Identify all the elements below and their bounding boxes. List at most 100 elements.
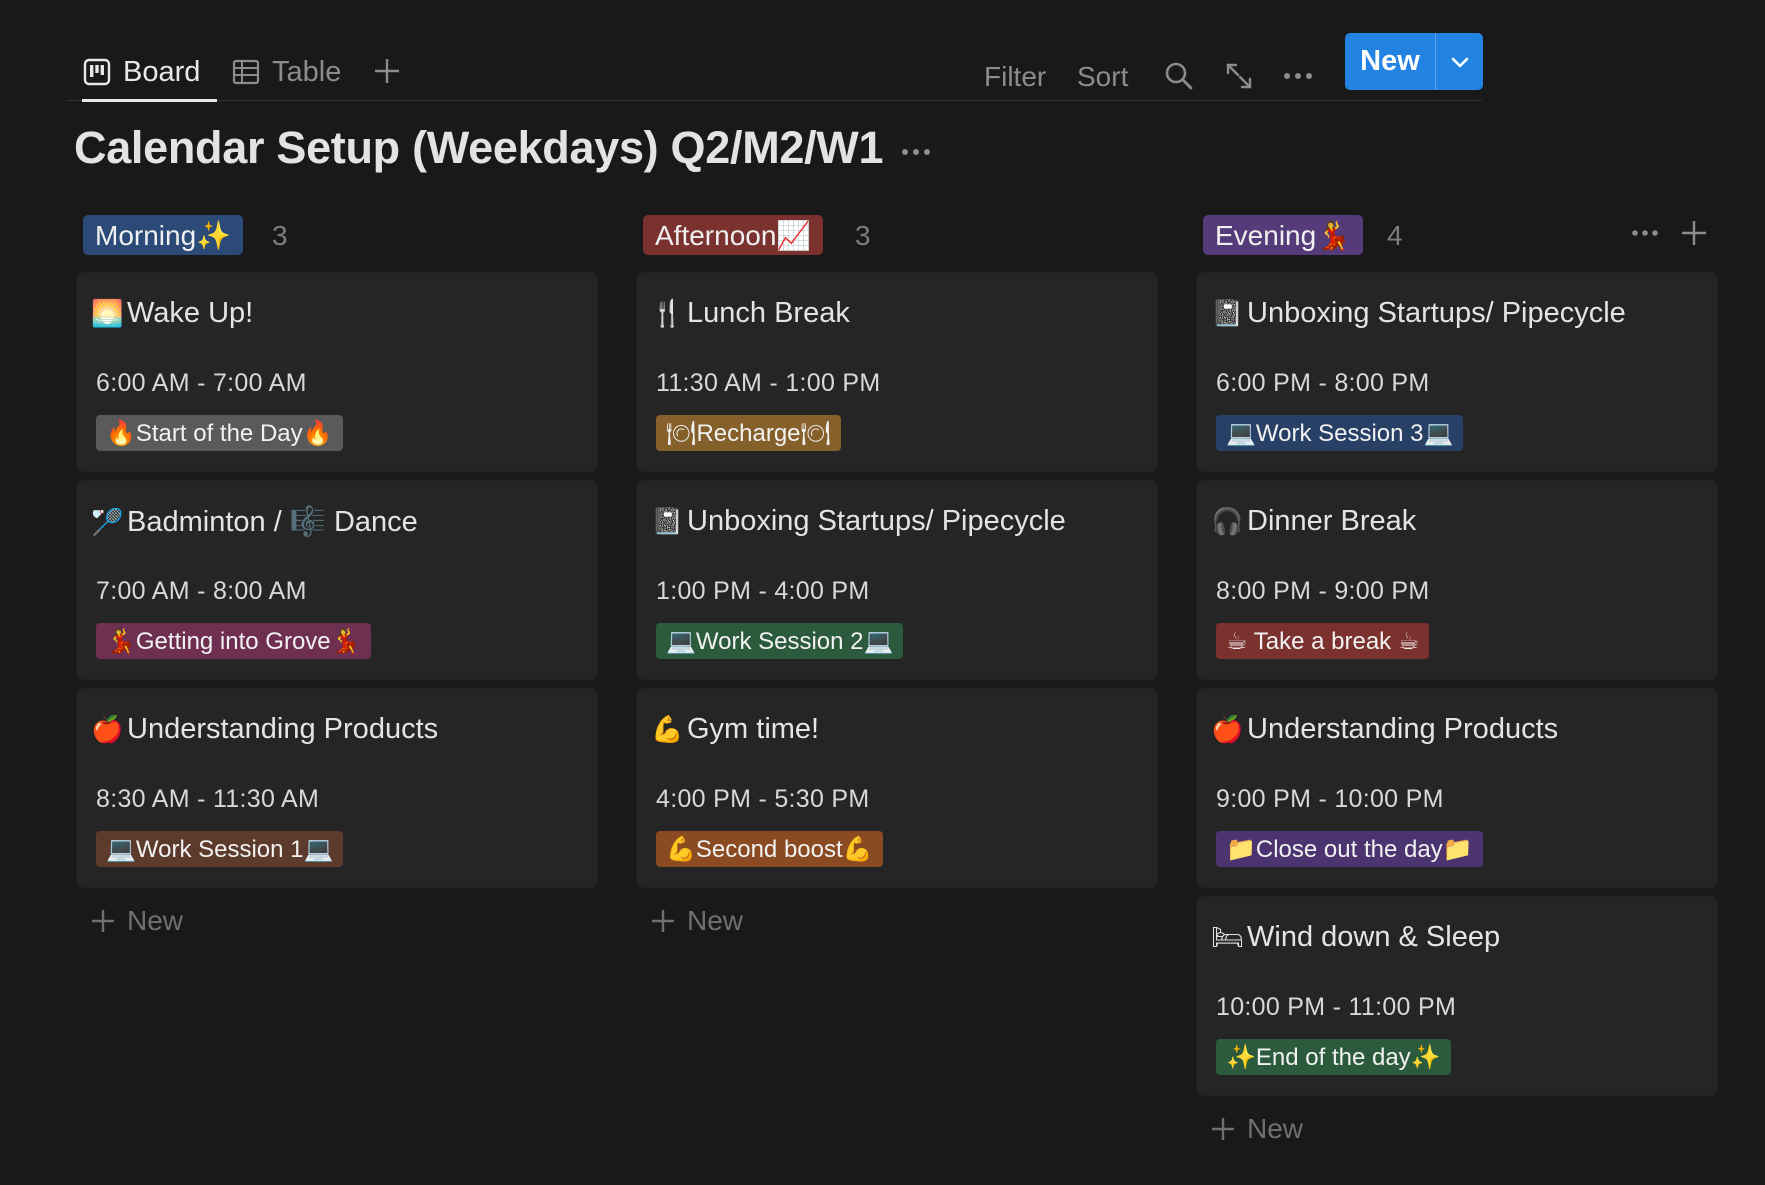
- card-time: 7:00 AM - 8:00 AM: [96, 577, 307, 605]
- add-card-label: New: [1247, 1113, 1304, 1144]
- new-button[interactable]: New: [1360, 45, 1420, 77]
- card[interactable]: 💪 Gym time! 4:00 PM - 5:30 PM 💪Second boost…: [637, 689, 1157, 887]
- tab-table-label: Table: [272, 55, 342, 88]
- card-title: 🍎 Understanding Products: [91, 713, 438, 746]
- card-list: 📓 Unboxing Startups/ Pipecycle 6:00 PM - 8…: [1197, 273, 1717, 1095]
- card[interactable]: 🏸 Badminton / 🎼 Dance 7:00 AM - 8:00 AM 💃Ge…: [77, 481, 597, 679]
- column-label[interactable]: Morning✨: [83, 215, 244, 255]
- card[interactable]: 🌅 Wake Up! 6:00 AM - 7:00 AM 🔥Start of the …: [77, 273, 597, 471]
- card-title-text: Dinner Break: [1247, 505, 1417, 537]
- card-tag: 🍽Recharge🍽: [656, 415, 841, 451]
- card-tag: 📁Close out the day📁: [1216, 831, 1483, 867]
- plus-icon: [89, 907, 117, 935]
- title-more-icon[interactable]: [896, 134, 936, 174]
- card-emoji-icon: 💪: [651, 714, 684, 744]
- card-tag: 💻Work Session 2💻: [656, 623, 904, 659]
- card-title-text: Understanding Products: [1247, 713, 1559, 745]
- column-evening: Evening💃 4 📓 Unboxing Startups/ Pipecycle…: [1197, 215, 1717, 1153]
- card-tag: 💻Work Session 1💻: [96, 831, 344, 867]
- tab-table[interactable]: Table: [232, 43, 341, 101]
- card-emoji-icon: 🎧: [1211, 506, 1244, 536]
- card-time: 6:00 AM - 7:00 AM: [96, 369, 307, 397]
- add-card-button[interactable]: New: [637, 897, 1157, 945]
- card-emoji-icon: 🍎: [1211, 714, 1244, 744]
- column-header: Afternoon📈 3: [637, 215, 1157, 255]
- sort-button[interactable]: Sort: [1077, 61, 1129, 92]
- card[interactable]: 🍎 Understanding Products 8:30 AM - 11:30 A…: [77, 689, 597, 887]
- new-dropdown-button[interactable]: [1435, 33, 1483, 90]
- plus-icon: [1209, 1115, 1237, 1143]
- new-button-group: New: [1345, 33, 1483, 90]
- column-label[interactable]: Afternoon📈: [643, 215, 824, 255]
- card-title-text: Unboxing Startups/ Pipecycle: [687, 505, 1066, 537]
- card-title: 🍎 Understanding Products: [1211, 713, 1558, 746]
- card-title: 🎧 Dinner Break: [1211, 505, 1416, 538]
- card-title: 💪 Gym time!: [651, 713, 819, 746]
- more-options-icon[interactable]: [1278, 56, 1318, 96]
- card[interactable]: 📓 Unboxing Startups/ Pipecycle 6:00 PM - 8…: [1197, 273, 1717, 471]
- card-list: 🌅 Wake Up! 6:00 AM - 7:00 AM 🔥Start of the …: [77, 273, 597, 887]
- add-card-button[interactable]: New: [77, 897, 597, 945]
- card-tag: 💃Getting into Grove💃: [96, 623, 371, 659]
- card-tag: 💻Work Session 3💻: [1216, 415, 1464, 451]
- add-card-label: New: [687, 905, 744, 936]
- tab-board[interactable]: Board: [81, 43, 218, 102]
- chevron-down-icon: [1449, 51, 1471, 73]
- add-card-label: New: [127, 905, 184, 936]
- table-icon: [232, 58, 260, 86]
- card-emoji-icon: 🏸: [91, 506, 124, 537]
- column-more-icon[interactable]: [1625, 215, 1665, 255]
- view-bar: Board Table Filter Sort New: [67, 33, 1483, 102]
- column-label[interactable]: Evening💃: [1203, 215, 1364, 255]
- card-title: 🏸 Badminton / 🎼 Dance: [91, 505, 418, 539]
- card-emoji-icon: 📓: [651, 506, 684, 536]
- column-count: 4: [1387, 220, 1403, 251]
- card-time: 10:00 PM - 11:00 PM: [1216, 993, 1457, 1021]
- card-title: 🍴 Lunch Break: [651, 297, 850, 330]
- board-icon: [83, 58, 111, 86]
- column-count: 3: [272, 220, 288, 251]
- page-title: Calendar Setup (Weekdays) Q2/M2/W1: [74, 122, 884, 173]
- card-title-text: Wake Up!: [127, 297, 254, 329]
- card-title-text: Lunch Break: [687, 297, 850, 329]
- card[interactable]: 🍎 Understanding Products 9:00 PM - 10:00 P…: [1197, 689, 1717, 887]
- column-add-plus-icon[interactable]: [1674, 215, 1714, 255]
- add-view-plus-icon[interactable]: [367, 51, 407, 91]
- card-emoji-icon: 🌅: [91, 298, 124, 328]
- column-count: 3: [855, 220, 871, 251]
- card-title-text: Wind down & Sleep: [1247, 921, 1501, 953]
- tab-board-label: Board: [123, 55, 201, 88]
- card-tag: 💪Second boost💪: [656, 831, 883, 867]
- card-time: 8:30 AM - 11:30 AM: [96, 785, 320, 813]
- card-time: 6:00 PM - 8:00 PM: [1216, 369, 1430, 397]
- add-card-button[interactable]: New: [1197, 1105, 1717, 1153]
- card-title: 🛏 Wind down & Sleep: [1211, 921, 1500, 954]
- card-time: 11:30 AM - 1:00 PM: [656, 369, 881, 397]
- card-title: 📓 Unboxing Startups/ Pipecycle: [1211, 297, 1626, 330]
- card-time: 8:00 PM - 9:00 PM: [1216, 577, 1430, 605]
- card-tag: ✨End of the day✨: [1216, 1039, 1451, 1075]
- card-time: 9:00 PM - 10:00 PM: [1216, 785, 1444, 813]
- card[interactable]: 🍴 Lunch Break 11:30 AM - 1:00 PM 🍽Recharge🍽: [637, 273, 1157, 471]
- card-title-text: Badminton / 🎼 Dance: [127, 506, 418, 538]
- plus-icon: [649, 907, 677, 935]
- card-emoji-icon: 📓: [1211, 298, 1244, 328]
- card-list: 🍴 Lunch Break 11:30 AM - 1:00 PM 🍽Recharge🍽…: [637, 273, 1157, 887]
- card-title-text: Gym time!: [687, 713, 820, 745]
- card-tag: ☕ Take a break ☕: [1216, 623, 1430, 659]
- card-title-text: Understanding Products: [127, 713, 439, 745]
- search-icon[interactable]: [1159, 56, 1199, 96]
- column-header: Evening💃 4: [1197, 215, 1717, 255]
- card-title: 📓 Unboxing Startups/ Pipecycle: [651, 505, 1066, 538]
- expand-icon[interactable]: [1219, 56, 1259, 96]
- column-morning: Morning✨ 3 🌅 Wake Up! 6:00 AM - 7:00 AM 🔥St…: [77, 215, 597, 945]
- card-time: 4:00 PM - 5:30 PM: [656, 785, 870, 813]
- filter-button[interactable]: Filter: [984, 61, 1047, 92]
- card-emoji-icon: 🛏: [1211, 922, 1245, 952]
- card[interactable]: 📓 Unboxing Startups/ Pipecycle 1:00 PM - 4…: [637, 481, 1157, 679]
- card-emoji-icon: 🍎: [91, 714, 124, 744]
- card-emoji-icon: 🍴: [651, 298, 684, 328]
- card[interactable]: 🎧 Dinner Break 8:00 PM - 9:00 PM ☕ Take a b…: [1197, 481, 1717, 679]
- card[interactable]: 🛏 Wind down & Sleep 10:00 PM - 11:00 PM ✨En…: [1197, 897, 1717, 1095]
- card-time: 1:00 PM - 4:00 PM: [656, 577, 870, 605]
